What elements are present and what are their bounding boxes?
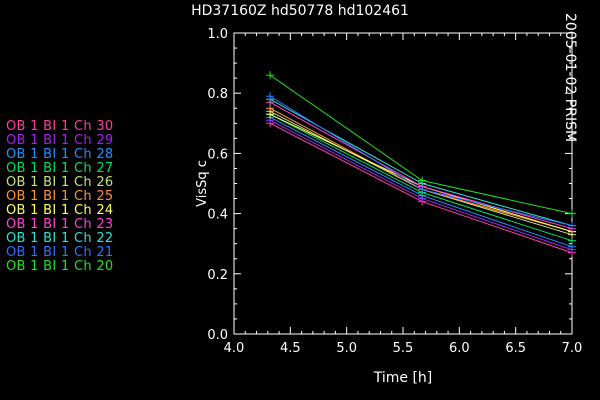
data-point [568, 209, 576, 218]
data-point [568, 221, 576, 230]
x-tick-label: 4.5 [280, 341, 301, 356]
legend-item: OB 1 BI 1 Ch 22 [6, 231, 114, 246]
legend-item: OB 1 BI 1 Ch 26 [6, 175, 114, 190]
series-line [269, 98, 573, 227]
legend: OB 1 BI 1 Ch 30 OB 1 BI 1 Ch 29 OB 1 BI 1 … [6, 120, 156, 274]
y-axis-label: VisSq c [195, 160, 210, 207]
series-layer [266, 71, 576, 257]
y-tick-label: 1.0 [207, 27, 228, 42]
x-tick-label: 5.0 [336, 341, 357, 356]
y-tick-label: 0.4 [207, 208, 228, 223]
legend-item: OB 1 BI 1 Ch 27 [6, 161, 114, 176]
legend-item: OB 1 BI 1 Ch 21 [6, 245, 114, 260]
chart-title: HD37160Z hd50778 hd102461 [0, 3, 600, 19]
data-point [266, 92, 275, 101]
x-tick-label: 5.5 [393, 341, 414, 356]
series-line [269, 116, 573, 248]
data-point [266, 71, 275, 80]
y-tick-label: 0.2 [207, 268, 228, 283]
data-point [266, 110, 275, 119]
y-tick-label: 0.6 [207, 147, 228, 162]
legend-item: OB 1 BI 1 Ch 29 [6, 133, 114, 148]
series-line [269, 95, 573, 227]
legend-item: OB 1 BI 1 Ch 24 [6, 203, 114, 218]
series-line [269, 101, 573, 230]
series-line [269, 113, 573, 233]
series-line [269, 122, 573, 254]
axes: 4.0 4.5 5.0 5.5 6.0 6.5 7.0 0.0 0.2 0.4 0.6 0.8 1.0 T… [195, 27, 582, 386]
legend-item: OB 1 BI 1 Ch 25 [6, 189, 114, 204]
series-line [269, 113, 573, 242]
data-point [418, 185, 427, 194]
x-tick-label: 4.0 [224, 341, 245, 356]
legend-item: OB 1 BI 1 Ch 30 [6, 119, 114, 134]
chart-title-text: HD37160Z hd50778 hd102461 [191, 3, 409, 19]
y-tick-label: 0.0 [207, 328, 228, 343]
x-tick-label: 6.0 [449, 341, 470, 356]
plot-frame [233, 32, 573, 335]
legend-item: OB 1 BI 1 Ch 28 [6, 147, 114, 162]
x-tick-label: 6.5 [505, 341, 526, 356]
y-tick-label: 0.8 [207, 87, 228, 102]
series-line [269, 119, 573, 251]
x-axis-label: Time [h] [373, 370, 433, 386]
x-tick-label: 7.0 [562, 341, 583, 356]
legend-item: OB 1 BI 1 Ch 23 [6, 217, 114, 232]
data-point [418, 176, 427, 185]
legend-item: OB 1 BI 1 Ch 20 [6, 259, 114, 274]
